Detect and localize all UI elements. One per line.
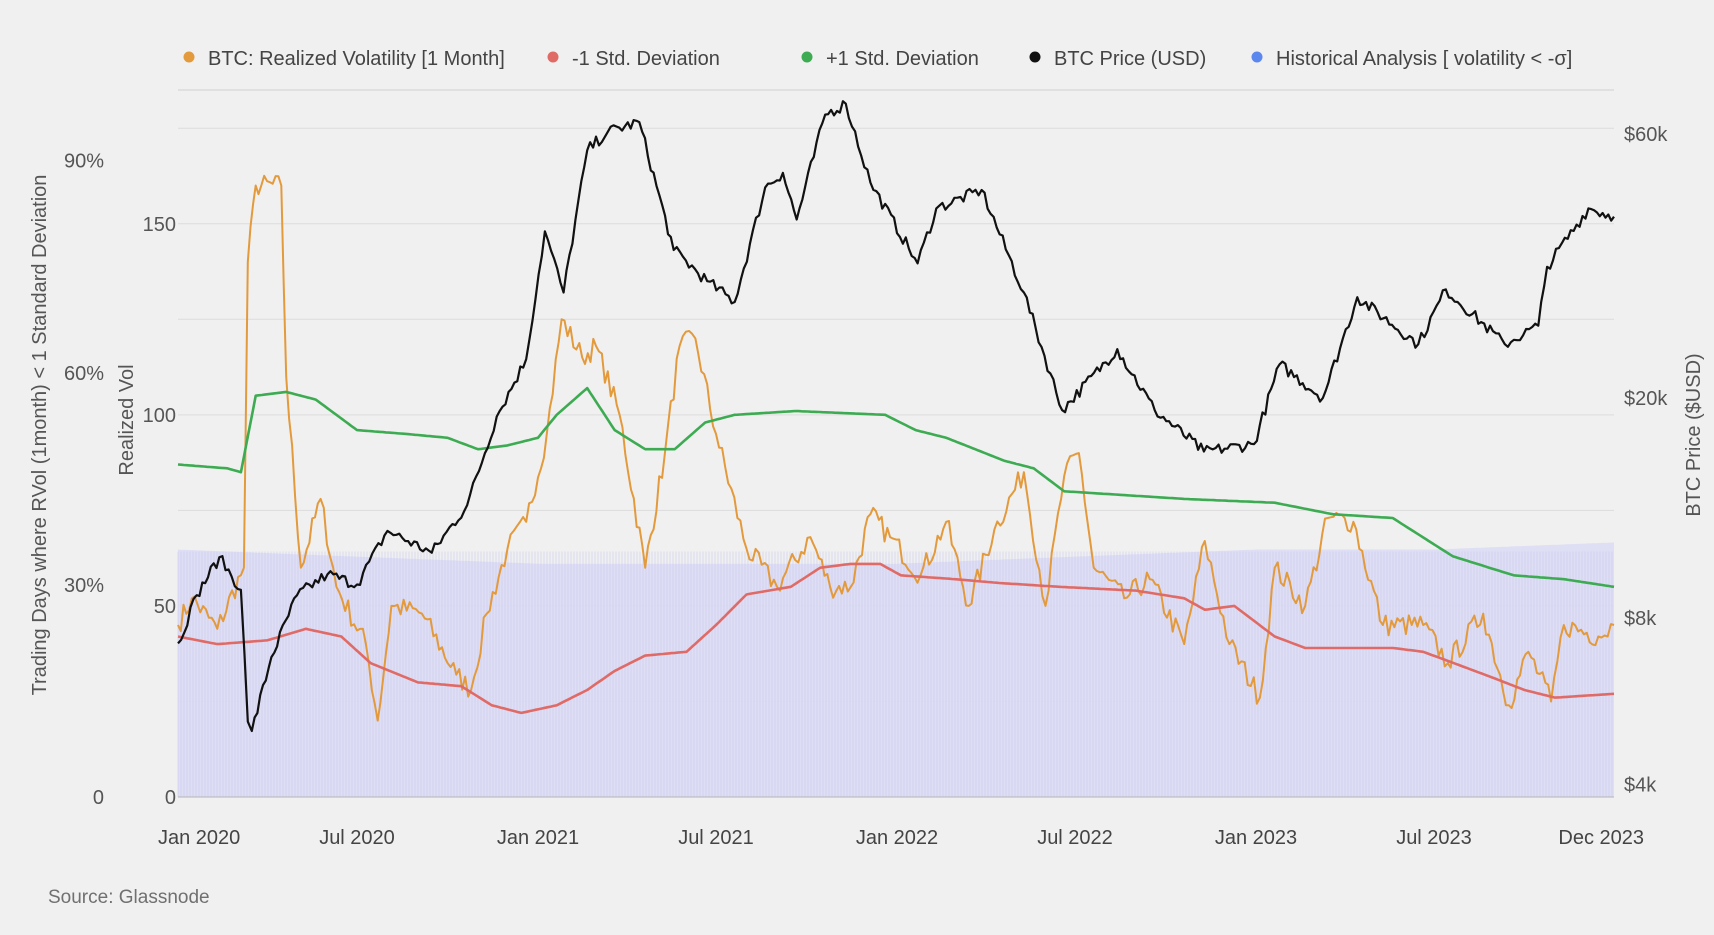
x-tick-label: Jul 2021	[678, 827, 754, 849]
series-lines	[177, 100, 1615, 733]
series-line-realized-vol	[177, 174, 1615, 722]
x-tick-label: Jan 2022	[856, 827, 938, 849]
legend-label: +1 Std. Deviation	[826, 48, 979, 70]
x-tick-label: Jan 2023	[1215, 827, 1297, 849]
left-outer-tick-label: 30%	[64, 575, 104, 597]
right-tick-label: $60k	[1624, 124, 1668, 146]
x-tick-label: Jan 2021	[497, 827, 579, 849]
right-tick-label: $20k	[1624, 388, 1668, 410]
source-note: Source: Glassnode	[48, 887, 210, 908]
historical-analysis-area	[178, 542, 1614, 797]
right-axis-title: BTC Price ($USD)	[1683, 353, 1705, 516]
legend-marker	[1251, 51, 1263, 63]
legend-marker	[547, 51, 559, 63]
historical-analysis-bars	[177, 542, 1614, 797]
left-inner-tick-label: 100	[143, 405, 176, 427]
series-line-minus-sd	[177, 562, 1615, 715]
x-tick-label: Jul 2020	[319, 827, 395, 849]
left-inner-tick-label: 50	[154, 596, 176, 618]
x-tick-label: Jul 2023	[1396, 827, 1472, 849]
left-outer-axis-title: Trading Days where RVol (1month) < 1 Sta…	[29, 175, 51, 696]
legend-label: BTC Price (USD)	[1054, 48, 1206, 70]
left-outer-tick-label: 0	[93, 787, 104, 809]
legend-marker	[183, 51, 195, 63]
left-outer-tick-label: 90%	[64, 151, 104, 173]
x-tick-label: Jul 2022	[1037, 827, 1113, 849]
legend-label: BTC: Realized Volatility [1 Month]	[208, 48, 505, 70]
x-tick-label: Dec 2023	[1558, 827, 1644, 849]
series-line-plus-sd	[177, 386, 1615, 589]
series-line-price	[177, 100, 1615, 733]
x-tick-label: Jan 2020	[158, 827, 240, 849]
legend-marker	[801, 51, 813, 63]
right-tick-label: $8k	[1624, 608, 1657, 630]
left-inner-tick-label: 150	[143, 214, 176, 236]
left-inner-axis-title: Realized Vol	[116, 364, 138, 475]
legend-label: -1 Std. Deviation	[572, 48, 720, 70]
left-outer-tick-label: 60%	[64, 363, 104, 385]
legend-marker	[1029, 51, 1041, 63]
left-inner-tick-label: 0	[165, 787, 176, 809]
legend-label: Historical Analysis [ volatility < -σ]	[1276, 48, 1572, 70]
right-tick-label: $4k	[1624, 775, 1657, 797]
legend: BTC: Realized Volatility [1 Month] -1 Std…	[183, 48, 1572, 70]
axes: Jan 2020 Jul 2020 Jan 2021 Jul 2021 Jan 2022…	[29, 124, 1705, 849]
